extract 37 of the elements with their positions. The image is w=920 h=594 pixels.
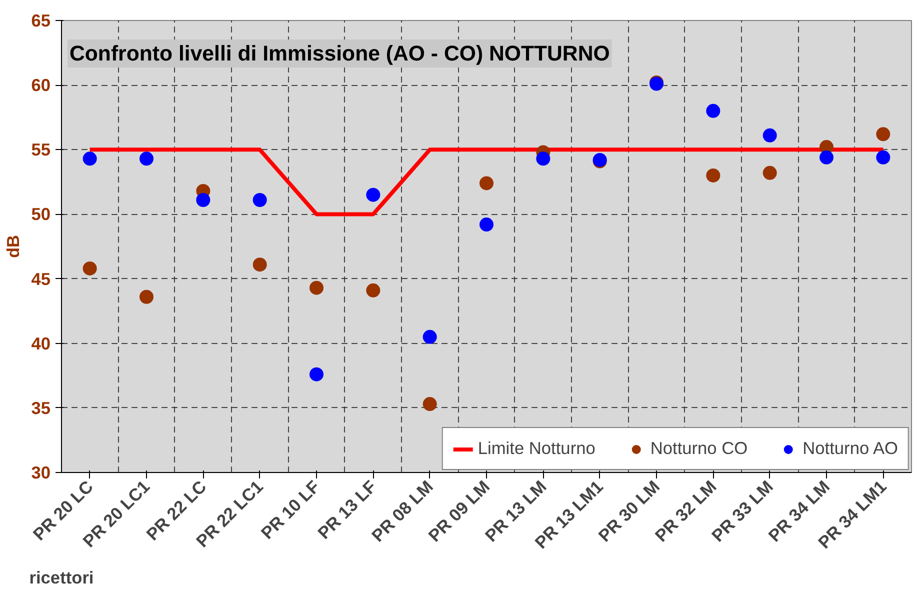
y-tick-label: 40 [31, 333, 51, 354]
point [876, 127, 890, 142]
point [876, 150, 890, 164]
y-tick-label: 35 [31, 398, 51, 418]
point [140, 152, 154, 166]
point [252, 258, 267, 272]
point [310, 280, 324, 295]
point [820, 150, 834, 164]
y-tick-label: 50 [31, 204, 51, 224]
y-tick-label: 45 [31, 268, 51, 289]
point [422, 330, 437, 344]
point [480, 218, 494, 232]
point [366, 188, 380, 202]
point [762, 128, 777, 142]
point [536, 152, 550, 166]
point [82, 261, 97, 276]
text: Confronto livelli di Immissione (AO - CO) NOTTURNO [70, 42, 610, 66]
point [252, 193, 267, 207]
point [422, 397, 437, 412]
point [706, 168, 720, 182]
legend-label: Notturno CO [650, 438, 748, 459]
point [196, 193, 210, 207]
legend-label: Notturno AO [802, 438, 898, 459]
point [140, 290, 154, 304]
y-tick-label: 60 [31, 75, 51, 96]
point [310, 367, 324, 382]
y-tick-label: 55 [31, 140, 51, 160]
legend-label: Limite Notturno [478, 438, 596, 459]
y-tick-label: 30 [31, 462, 51, 482]
point [762, 166, 777, 180]
x-axis-title: ricettori [29, 568, 94, 588]
point [82, 152, 97, 166]
point [706, 104, 720, 118]
y-tick-label: 65 [31, 10, 51, 30]
point [366, 283, 380, 298]
point [480, 176, 494, 190]
y-axis-title: dB [3, 234, 24, 258]
